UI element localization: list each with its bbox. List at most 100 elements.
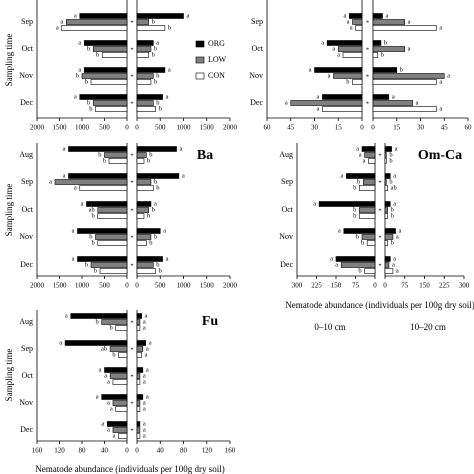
bar	[112, 379, 128, 385]
bar	[136, 73, 154, 79]
significance-star: *	[366, 73, 369, 80]
x-tick-label: 15	[335, 124, 343, 132]
x-tick-label: 80	[180, 447, 188, 455]
bar	[115, 325, 128, 331]
bar	[136, 346, 144, 352]
x-tick-label: 1500	[53, 124, 68, 132]
significance-star: *	[130, 373, 133, 380]
x-tick-label: 40	[157, 447, 165, 455]
bar	[136, 185, 154, 191]
category-label: Dec	[20, 425, 33, 434]
x-tick-label: 2000	[223, 124, 238, 132]
bar	[372, 25, 437, 31]
bar	[368, 158, 376, 164]
significance-letter: a	[166, 255, 169, 262]
significance-letter: b	[156, 72, 159, 79]
significance-letter: a	[101, 420, 104, 427]
significance-letter: a	[146, 393, 149, 400]
bar	[372, 73, 445, 79]
significance-letter: b	[89, 233, 92, 240]
significance-letter: a	[285, 99, 288, 106]
significance-letter: a	[393, 255, 396, 262]
bar	[372, 40, 382, 46]
bar	[352, 19, 363, 25]
bar	[366, 240, 376, 246]
bar	[337, 46, 363, 52]
significance-star: *	[378, 207, 381, 214]
x-tick-label: 160	[32, 447, 43, 455]
x-tick-label: 500	[155, 282, 166, 290]
bar	[372, 46, 405, 52]
bar	[322, 94, 363, 100]
x-tick-label: 500	[99, 282, 110, 290]
significance-letter: b	[85, 78, 88, 85]
significance-star: *	[130, 100, 133, 107]
x-tick-label: 60	[264, 124, 272, 132]
significance-star: *	[366, 46, 369, 53]
bar	[54, 179, 128, 185]
bar	[136, 340, 147, 346]
significance-letter: b	[92, 212, 95, 219]
x-tick-label: 150	[331, 282, 342, 290]
significance-letter: a	[338, 227, 341, 234]
significance-letter: a	[168, 66, 171, 73]
x-tick-label: 150	[419, 282, 430, 290]
bar	[136, 152, 147, 158]
bar	[136, 52, 149, 58]
significance-letter: a	[146, 366, 149, 373]
x-axis-label: Nematode abundance (individuals per 100g…	[285, 300, 474, 310]
significance-letter: b	[356, 233, 359, 240]
category-label: Oct	[21, 371, 33, 380]
category-label: Dec	[250, 98, 263, 107]
bar	[136, 400, 141, 406]
bar	[109, 346, 128, 352]
x-tick-label: 0	[135, 282, 139, 290]
bar	[136, 379, 141, 385]
x-tick-label: 0	[371, 124, 375, 132]
significance-letter: a	[145, 351, 148, 358]
x-axis-label: Nematode abundance (individuals per 100g…	[35, 464, 224, 474]
significance-star: *	[130, 73, 133, 80]
bar	[384, 146, 392, 152]
significance-letter: b	[389, 151, 392, 158]
significance-letter: b	[96, 51, 99, 58]
significance-letter: a	[392, 93, 395, 100]
significance-letter: a	[99, 366, 102, 373]
significance-letter: a	[396, 267, 399, 274]
legend-label: ORG	[208, 39, 225, 48]
significance-letter: a	[107, 399, 110, 406]
bar	[361, 234, 376, 240]
significance-letter: b	[353, 206, 356, 213]
bar	[372, 94, 390, 100]
category-label: Sep	[21, 17, 33, 26]
bar	[101, 319, 128, 325]
bar	[136, 79, 152, 85]
significance-letter: b	[358, 267, 361, 274]
bar	[136, 201, 152, 207]
significance-star: *	[378, 262, 381, 269]
significance-letter: a	[317, 105, 320, 112]
significance-letter: a	[107, 378, 110, 385]
bar	[136, 158, 145, 164]
significance-letter: b	[159, 105, 162, 112]
significance-letter: b	[152, 51, 155, 58]
bar	[372, 67, 398, 73]
significance-letter: a	[154, 200, 157, 207]
bar	[104, 152, 128, 158]
significance-letter: b	[76, 72, 79, 79]
significance-star: *	[378, 179, 381, 186]
bar	[77, 256, 128, 262]
x-tick-label: 30	[417, 124, 425, 132]
bar	[136, 179, 152, 185]
panel-title: Fu	[202, 314, 219, 329]
significance-letter: b	[357, 178, 360, 185]
bar	[362, 179, 376, 185]
significance-star: *	[130, 207, 133, 214]
x-tick-label: 0	[125, 447, 129, 455]
x-tick-label: 0	[373, 282, 377, 290]
significance-star: *	[366, 19, 369, 26]
significance-letter: a	[393, 200, 396, 207]
panel-title: Om-Ca	[418, 148, 462, 163]
significance-letter: a	[63, 172, 66, 179]
significance-letter: a	[439, 105, 442, 112]
